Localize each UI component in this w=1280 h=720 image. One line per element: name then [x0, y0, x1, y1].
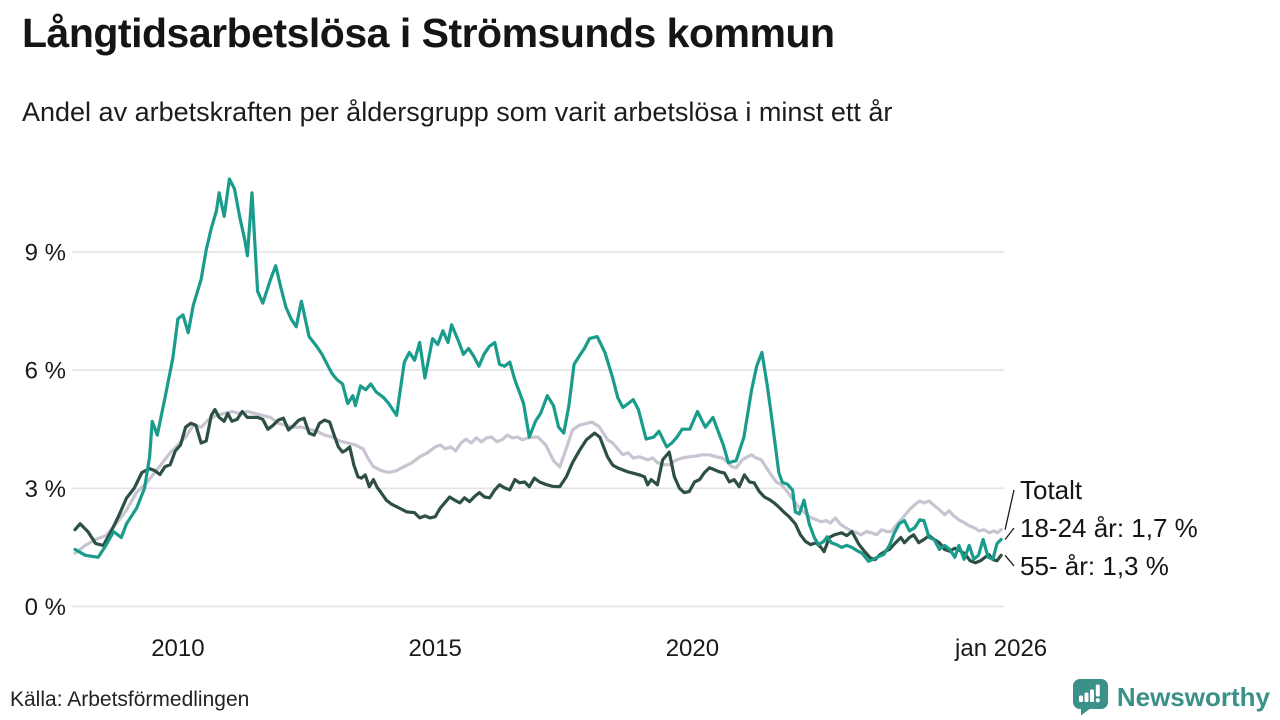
- chart-title: Långtidsarbetslösa i Strömsunds kommun: [22, 10, 835, 56]
- series-line-55--år: [73, 407, 1003, 565]
- series-line-18-24-år: [73, 177, 1003, 563]
- x-tick-label: jan 2026: [954, 635, 1047, 662]
- y-tick-label: 6 %: [25, 358, 66, 385]
- annotation-leader-line: [1004, 527, 1015, 540]
- series-end-label-55--år: 55- år: 1,3 %: [1020, 551, 1169, 581]
- x-tick-label: 2010: [151, 635, 204, 662]
- chart-subtitle: Andel av arbetskraften per åldersgrupp s…: [22, 97, 893, 127]
- series-end-label-18-24-år: 18-24 år: 1,7 %: [1020, 513, 1198, 543]
- y-tick-label: 0 %: [25, 594, 66, 621]
- series-end-label-totalt: Totalt: [1020, 475, 1083, 505]
- source-note: Källa: Arbetsförmedlingen: [10, 688, 250, 711]
- annotation-leader-line: [1004, 489, 1015, 530]
- annotation-leader-line: [1004, 554, 1015, 567]
- x-tick-label: 2015: [408, 635, 461, 662]
- x-tick-label: 2020: [666, 635, 719, 662]
- newsworthy-branding: Newsworthy: [1072, 678, 1270, 716]
- brand-name: Newsworthy: [1116, 681, 1270, 712]
- y-tick-label: 3 %: [25, 476, 66, 503]
- bar-chart-speech-bubble-icon: [1072, 679, 1108, 716]
- y-tick-label: 9 %: [25, 239, 66, 266]
